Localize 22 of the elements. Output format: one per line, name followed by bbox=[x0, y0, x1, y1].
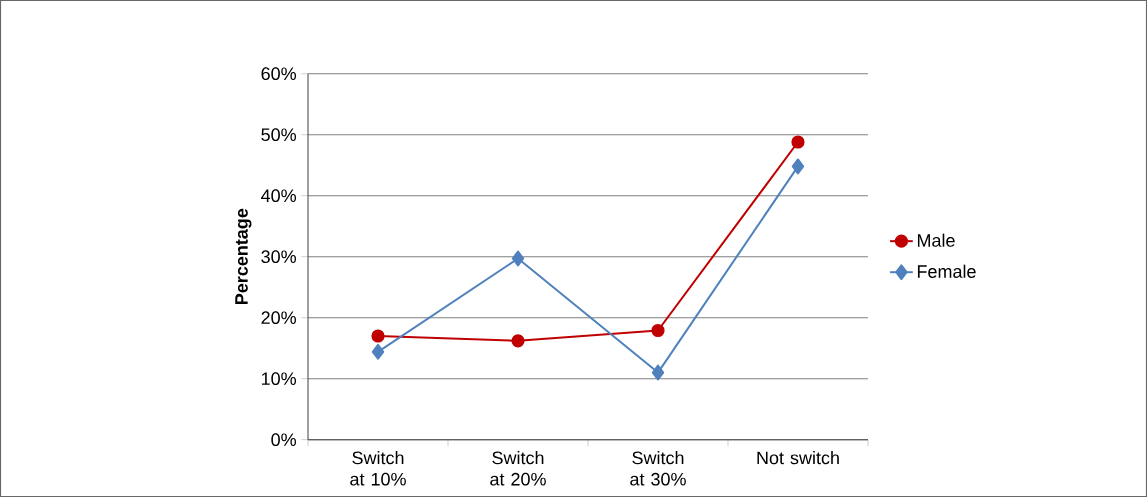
y-tick-label: 20% bbox=[261, 311, 296, 325]
y-axis-title: Percentage bbox=[235, 208, 252, 304]
point bbox=[651, 364, 665, 381]
y-tick-label: 30% bbox=[261, 250, 296, 264]
point bbox=[371, 329, 385, 343]
point bbox=[371, 343, 385, 360]
point bbox=[511, 250, 525, 267]
y-tick-label: 40% bbox=[261, 189, 296, 203]
legend-label: Female bbox=[917, 264, 976, 278]
legend-label: Male bbox=[917, 233, 955, 247]
point bbox=[791, 158, 805, 175]
y-tick-label: 10% bbox=[262, 372, 296, 386]
x-tick-label: Switch at 10% bbox=[350, 451, 406, 486]
point bbox=[651, 323, 665, 338]
x-tick-label: Switch at 20% bbox=[490, 451, 546, 486]
y-tick-label: 50% bbox=[261, 128, 296, 142]
point bbox=[791, 135, 805, 149]
x-tick-label: Switch at 30% bbox=[630, 451, 686, 486]
y-tick-label: 60% bbox=[261, 67, 296, 81]
y-tick-label: 0% bbox=[271, 433, 296, 447]
point bbox=[511, 334, 525, 348]
x-tick-label: Not switch bbox=[757, 451, 839, 465]
